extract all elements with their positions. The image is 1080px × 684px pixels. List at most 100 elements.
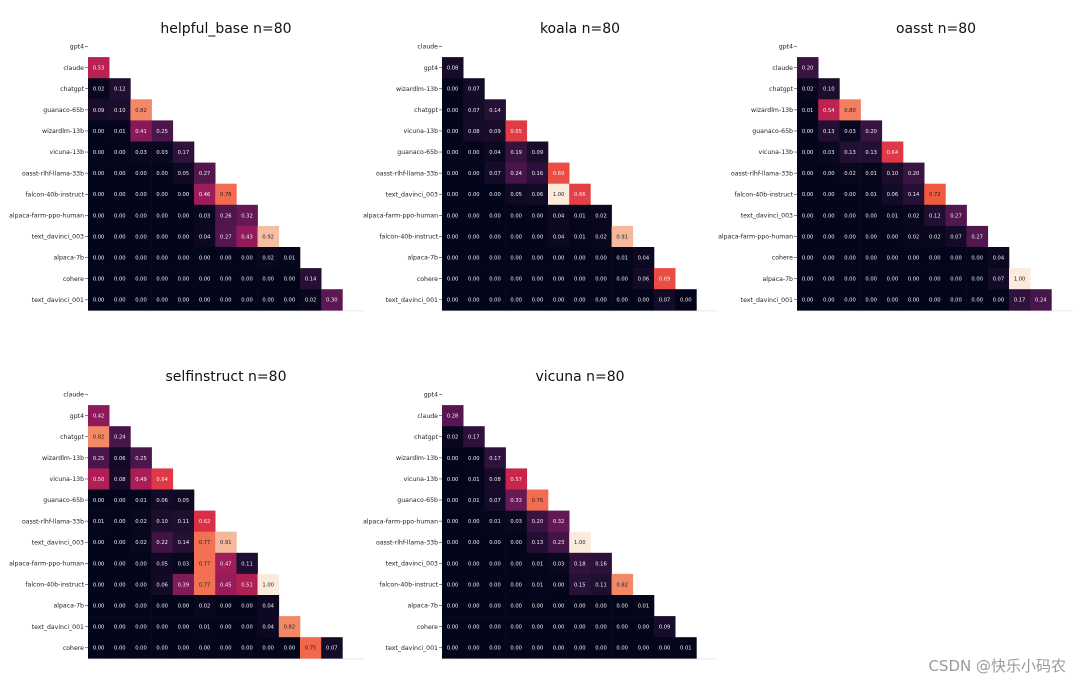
y-tick-label: oasst-rlhf-llama-33b	[22, 518, 84, 525]
heatmap-cell	[590, 573, 612, 596]
cell-value-label: 0.00	[595, 277, 607, 283]
chart-title: vicuna n=80	[535, 369, 624, 385]
cell-value-label: 0.00	[865, 213, 877, 219]
cell-value-label: 0.00	[156, 603, 168, 609]
y-tick-label: text_davinci_001	[386, 297, 438, 304]
cell-value-label: 0.00	[135, 234, 147, 240]
heatmap-cell	[172, 183, 195, 206]
y-tick-label: falcon-40b-instruct	[25, 582, 84, 589]
heatmap-cell	[1009, 268, 1031, 290]
cell-value-label: 0.00	[553, 603, 565, 609]
cell-value-label: 0.00	[844, 213, 856, 219]
heatmap-cell	[300, 637, 322, 659]
cell-value-label: 0.08	[447, 66, 459, 72]
cell-value-label: 0.00	[262, 277, 274, 283]
cell-value-label: 0.01	[616, 255, 628, 261]
y-tick-label: vicuna-13b	[404, 128, 439, 135]
heatmap-cell	[151, 120, 174, 142]
heatmap-cell	[442, 531, 464, 554]
heatmap-cell	[526, 289, 549, 311]
heatmap-cell	[463, 489, 485, 511]
cell-value-label: 0.00	[262, 646, 274, 652]
heatmap-cell	[236, 268, 258, 290]
cell-value-label: 0.00	[220, 603, 232, 609]
heatmap-cell	[151, 531, 174, 554]
cell-value-label: 0.00	[199, 277, 211, 283]
cell-value-label: 0.00	[241, 625, 253, 631]
heatmap-cell	[590, 247, 612, 269]
heatmap-cell	[675, 289, 697, 311]
y-tick-label: oasst-rlhf-llama-33b	[731, 170, 793, 177]
cell-value-label: 0.14	[489, 108, 501, 114]
heatmap-cell	[278, 247, 301, 269]
heatmap-cell	[130, 552, 152, 575]
heatmap-cell	[654, 616, 676, 638]
cell-value-label: 0.07	[489, 171, 501, 177]
heatmap-cell	[236, 595, 258, 617]
cell-value-label: 0.11	[241, 561, 253, 567]
cell-value-label: 0.14	[908, 192, 920, 198]
heatmap-cell	[109, 637, 131, 659]
heatmap-cell	[151, 468, 174, 490]
heatmap-cell	[505, 225, 528, 248]
cell-value-label: 0.00	[489, 192, 501, 198]
y-tick-label: falcon-40b-instruct	[379, 234, 438, 241]
heatmap-cell	[797, 162, 819, 184]
y-tick-label: text_davinci_001	[386, 645, 438, 652]
cell-value-label: 0.00	[468, 646, 480, 652]
y-tick-label: alpaca-7b	[53, 603, 84, 610]
heatmap-cell	[463, 637, 485, 659]
heatmap-cell	[151, 204, 174, 227]
cell-value-label: 0.00	[114, 561, 126, 567]
cell-value-label: 0.00	[823, 213, 835, 219]
heatmap-cell	[88, 183, 110, 206]
cell-value-label: 0.00	[659, 646, 671, 652]
cell-value-label: 0.00	[220, 625, 232, 631]
y-tick-label: vicuna-13b	[759, 149, 794, 156]
heatmap-cell	[194, 247, 216, 269]
heatmap-cell	[194, 183, 216, 206]
heatmap-cell	[236, 552, 258, 575]
cell-value-label: 0.00	[93, 603, 105, 609]
heatmap-cell	[151, 616, 174, 638]
heatmap-cell	[924, 289, 946, 311]
cell-value-label: 0.00	[468, 277, 480, 283]
heatmap-cell	[88, 162, 110, 184]
cell-value-label: 0.00	[156, 625, 168, 631]
cell-value-label: 0.01	[489, 519, 501, 525]
cell-value-label: 0.04	[993, 255, 1005, 261]
cell-value-label: 0.00	[220, 277, 232, 283]
heatmap-cell	[109, 247, 131, 269]
heatmap-cell	[463, 225, 485, 248]
y-tick-label: text_davinci_001	[741, 297, 793, 304]
cell-value-label: 0.25	[93, 456, 105, 462]
cell-value-label: 0.00	[220, 646, 232, 652]
cell-value-label: 0.00	[574, 298, 586, 304]
heatmap-cell	[818, 78, 840, 100]
y-tick-label: claude	[772, 65, 793, 72]
heatmap-cell	[130, 447, 152, 469]
cell-value-label: 0.00	[574, 603, 586, 609]
cell-value-label: 0.82	[93, 435, 105, 441]
heatmap-cell	[945, 289, 967, 311]
heatmap-cell	[1030, 289, 1052, 311]
heatmap-cell	[797, 57, 819, 79]
cell-value-label: 0.24	[1035, 298, 1047, 304]
heatmap-cell	[109, 468, 131, 490]
cell-value-label: 0.00	[532, 255, 544, 261]
cell-value-label: 0.27	[220, 234, 232, 240]
cell-value-label: 1.00	[553, 192, 565, 198]
cell-value-label: 0.01	[468, 477, 480, 483]
cell-value-label: 0.07	[326, 646, 338, 652]
heatmap-cell	[236, 204, 258, 227]
heatmap-cell	[818, 268, 840, 290]
cell-value-label: 0.00	[135, 192, 147, 198]
heatmap-cell	[881, 183, 904, 206]
cell-value-label: 0.13	[823, 129, 835, 135]
cell-value-label: 0.00	[114, 498, 126, 504]
heatmap-cell	[924, 247, 946, 269]
cell-value-label: 0.07	[468, 108, 480, 114]
heatmap-cell	[109, 183, 131, 206]
cell-value-label: 0.64	[887, 150, 899, 156]
